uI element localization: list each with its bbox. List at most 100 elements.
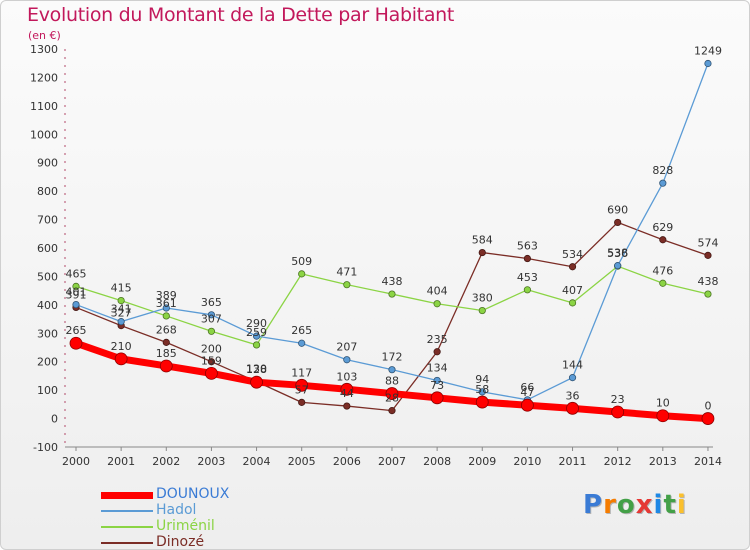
data-label: 44 (340, 387, 354, 400)
legend-item: DOUNOUX (101, 487, 361, 503)
data-point (388, 366, 396, 374)
data-label: 117 (291, 366, 312, 379)
data-point (252, 341, 261, 349)
data-label: 28 (385, 392, 399, 405)
data-point (659, 179, 667, 187)
data-label: 365 (201, 296, 222, 309)
data-point (659, 279, 667, 287)
data-point (298, 270, 306, 278)
data-label: 88 (385, 375, 399, 388)
data-point (523, 286, 532, 294)
data-label: 476 (652, 264, 673, 277)
data-point (656, 409, 670, 423)
data-point (295, 378, 309, 392)
data-label: 290 (246, 317, 267, 330)
data-label: 210 (111, 340, 132, 353)
data-point (343, 356, 351, 364)
data-label: 128 (246, 363, 267, 376)
legend: DOUNOUX Hadol Uriménil Dinozé (101, 487, 361, 549)
data-point (207, 327, 216, 335)
y-tick-label: 200 (37, 356, 58, 369)
data-label: 690 (607, 203, 628, 216)
data-label: 407 (562, 284, 583, 297)
data-point (433, 376, 441, 385)
data-label: 534 (562, 248, 583, 261)
data-label: 629 (652, 221, 673, 234)
logo-letter: t (663, 490, 677, 520)
y-tick-label: 100 (37, 384, 58, 397)
data-point (614, 262, 622, 270)
data-point (117, 318, 125, 326)
logo-letter: i (676, 490, 687, 520)
x-tick-label: 2003 (197, 455, 225, 468)
x-tick-label: 2011 (559, 455, 587, 468)
data-label: 159 (201, 354, 222, 367)
legend-label: DOUNOUX (156, 486, 230, 502)
data-point (478, 388, 486, 396)
data-label: 404 (427, 285, 448, 298)
legend-swatch (101, 510, 153, 512)
chart-title: Evolution du Montant de la Dette par Hab… (27, 4, 455, 26)
data-label: 401 (66, 286, 87, 299)
data-label: 57 (295, 383, 309, 396)
data-point (207, 358, 216, 366)
data-label: 438 (381, 275, 402, 288)
unit-label: (en €) (28, 29, 61, 42)
data-point (478, 248, 486, 257)
data-label: 361 (156, 297, 177, 310)
legend-swatch (101, 491, 153, 499)
y-tick-label: 1000 (30, 128, 58, 141)
data-label: 389 (156, 289, 177, 302)
data-label: 0 (704, 400, 711, 413)
data-point (162, 312, 170, 320)
logo-letter: r (603, 490, 617, 520)
y-tick-label: 1100 (30, 100, 58, 113)
x-tick-label: 2000 (62, 455, 90, 468)
x-tick-label: 2009 (468, 455, 496, 468)
data-label: 584 (472, 234, 493, 247)
data-label: 259 (246, 326, 267, 339)
x-tick-label: 2004 (243, 455, 271, 468)
y-tick-label: 700 (37, 214, 58, 227)
data-point (162, 338, 170, 346)
data-point (701, 412, 715, 425)
data-label: 453 (517, 271, 538, 284)
data-point (475, 395, 489, 409)
x-tick-label: 2014 (694, 455, 722, 468)
data-point (207, 311, 216, 319)
data-point (205, 366, 218, 380)
data-point (568, 299, 577, 307)
data-point (388, 407, 396, 415)
data-point (568, 374, 577, 382)
data-point (72, 300, 80, 309)
logo-letter: i (653, 490, 664, 520)
data-point (433, 348, 441, 356)
data-label: 471 (336, 266, 357, 279)
x-tick-label: 2008 (423, 455, 451, 468)
data-label: 536 (607, 247, 628, 260)
x-tick-label: 2005 (288, 455, 316, 468)
data-label: 828 (652, 164, 673, 177)
data-label: 94 (475, 373, 489, 386)
legend-item: Hadol (101, 503, 361, 519)
data-label: 36 (566, 389, 580, 402)
data-label: 307 (201, 312, 222, 325)
data-point (159, 359, 173, 373)
x-tick-label: 2002 (152, 455, 180, 468)
data-point (114, 352, 128, 366)
legend-item: Dinozé (101, 535, 361, 549)
data-point (704, 290, 712, 298)
x-tick-label: 2006 (333, 455, 361, 468)
logo-letter: P (583, 490, 604, 520)
data-label: 1249 (694, 44, 722, 57)
data-point (566, 401, 579, 415)
data-point (521, 398, 534, 412)
proxiti-logo: Proxiti (583, 490, 687, 520)
data-point (385, 387, 399, 400)
legend-label: Hadol (156, 502, 197, 518)
data-label: 66 (520, 381, 534, 394)
data-point (250, 375, 263, 389)
data-point (614, 218, 622, 227)
data-label: 10 (656, 397, 670, 410)
data-label: 465 (66, 267, 87, 280)
